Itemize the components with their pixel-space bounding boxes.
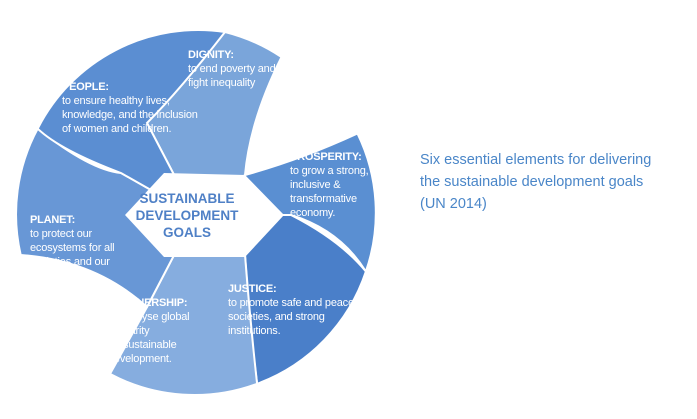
segment-title: PEOPLE: (62, 81, 109, 93)
segment-partnership (108, 213, 259, 397)
caption: Six essential elements for delivering th… (420, 152, 652, 212)
segment-text-prosperity: PROSPERITY: to grow a strong, inclusive … (290, 150, 369, 220)
segment-description: to ensure healthy lives, knowledge, and … (62, 95, 198, 135)
segment-description: to catalyse global solidarity for sustai… (108, 311, 190, 365)
segment-title: DIGNITY: (188, 49, 234, 61)
segment-text-planet: PLANET: to protect our ecosystems for al… (30, 213, 115, 283)
segment-people (36, 29, 227, 218)
segment-text-partnership: PARTNERSHIP: to catalyse global solidari… (108, 296, 190, 366)
segment-title: PLANET: (30, 214, 76, 226)
segment-title: PARTNERSHIP: (108, 297, 188, 309)
segment-prosperity (192, 132, 377, 274)
segment-title: PROSPERITY: (290, 151, 362, 163)
segment-description: to grow a strong, inclusive & transforma… (290, 165, 369, 219)
segment-text-people: PEOPLE: to ensure healthy lives, knowled… (62, 80, 198, 136)
center-label: SUSTAINABLE DEVELOPMENT GOALS (135, 191, 239, 240)
sdg-wheel-diagram (15, 29, 377, 397)
segment-text-justice: JUSTICE: to promote safe and peaceful so… (228, 282, 365, 338)
segment-description: to end poverty and fight inequality (188, 63, 276, 89)
segment-text-dignity: DIGNITY: to end poverty and fight inequa… (188, 48, 276, 90)
segment-description: to protect our ecosystems for all societ… (30, 228, 115, 282)
center-hexagon (125, 173, 284, 257)
segment-title: JUSTICE: (228, 283, 277, 295)
segment-description: to promote safe and peaceful societies, … (228, 297, 365, 337)
segment-planet (15, 127, 197, 309)
